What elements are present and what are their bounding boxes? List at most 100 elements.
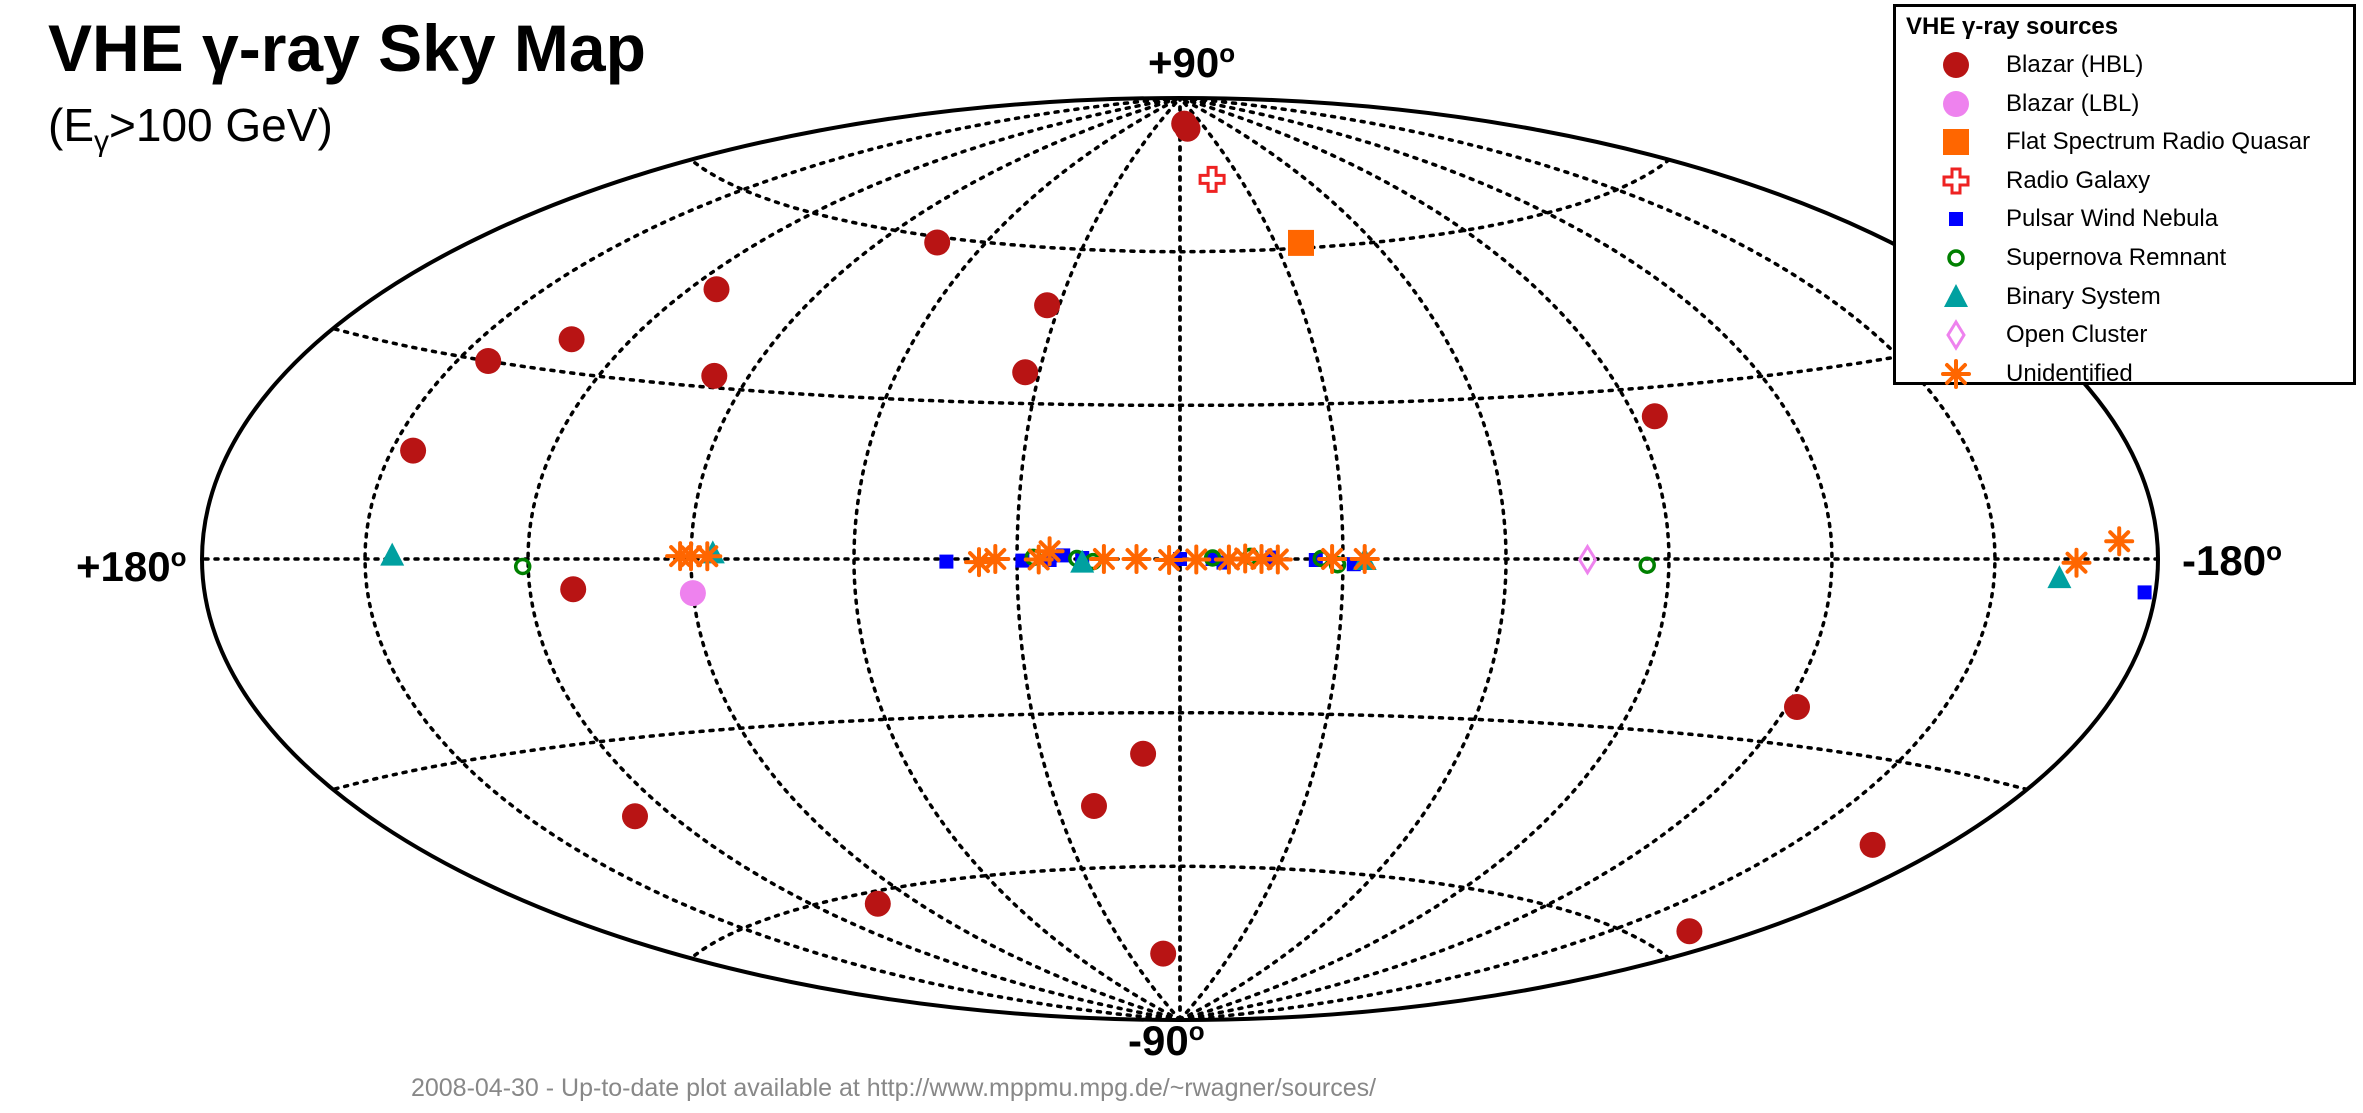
source-marker-circle xyxy=(703,276,730,303)
marker-circle xyxy=(1174,115,1201,142)
source-marker-asterisk xyxy=(1262,544,1293,575)
marker-asterisk xyxy=(1213,544,1244,575)
marker-ring xyxy=(1947,249,1965,267)
marker-asterisk xyxy=(1246,544,1277,574)
marker-asterisk xyxy=(1034,536,1065,567)
marker-diamond xyxy=(1946,319,1966,352)
marker-asterisk xyxy=(1154,545,1185,575)
source-marker-circle xyxy=(1034,292,1061,319)
source-marker-circle xyxy=(701,362,728,389)
marker-asterisk xyxy=(1023,544,1054,575)
marker-circle xyxy=(1081,793,1107,819)
source-marker-smallsquare xyxy=(939,554,954,569)
marker-circle xyxy=(1150,940,1177,967)
marker-asterisk xyxy=(1181,544,1212,575)
source-marker-circle xyxy=(622,803,648,830)
source-marker-asterisk xyxy=(1246,544,1277,574)
source-marker-square xyxy=(1943,129,1969,156)
legend-entry: Blazar (LBL) xyxy=(1896,84,2353,122)
source-marker-circle xyxy=(1012,359,1039,386)
legend-entry: Blazar (HBL) xyxy=(1896,45,2353,83)
marker-asterisk xyxy=(1088,544,1119,574)
source-marker-ring xyxy=(513,557,532,576)
marker-cross xyxy=(1942,167,1970,195)
source-marker-circle xyxy=(1943,52,1969,78)
marker-small-square xyxy=(939,554,954,569)
marker-asterisk xyxy=(1317,544,1348,574)
legend-label: Binary System xyxy=(2006,282,2161,310)
legend-entry: Radio Galaxy xyxy=(1896,161,2353,199)
source-marker-diamond xyxy=(1946,319,1966,352)
marker-triangle xyxy=(380,542,405,566)
legend-entry: Binary System xyxy=(1896,277,2353,315)
legend-entry: Unidentified xyxy=(1896,354,2353,392)
source-marker-asterisk xyxy=(1088,544,1119,574)
marker-asterisk xyxy=(1941,358,1971,389)
marker-small-square xyxy=(1949,212,1963,227)
legend-symbol-smallsquare xyxy=(1949,212,1963,227)
legend-symbol-circle xyxy=(1943,90,1969,117)
parallel-line xyxy=(331,710,2029,792)
source-marker-asterisk xyxy=(964,547,994,578)
source-marker-circle xyxy=(1859,831,1886,858)
marker-triangle xyxy=(1070,549,1095,573)
source-marker-asterisk xyxy=(1213,544,1244,575)
north-pole-label: +90o xyxy=(1148,38,1236,86)
parallel-line xyxy=(689,864,1671,960)
source-marker-smallsquare xyxy=(2137,585,2152,600)
legend-label: Open Cluster xyxy=(2006,321,2148,349)
source-marker-asterisk xyxy=(2104,526,2135,557)
source-marker-smallsquare xyxy=(1949,212,1963,227)
marker-square xyxy=(1288,229,1314,256)
marker-asterisk xyxy=(692,541,723,572)
legend: VHE γ-ray sources Blazar (HBL) Blazar (LB… xyxy=(1893,4,2356,389)
source-marker-triangle xyxy=(2047,565,2072,589)
legend-entry: Open Cluster xyxy=(1896,315,2353,353)
marker-circle xyxy=(475,348,502,374)
legend-symbol-square xyxy=(1943,129,1969,156)
source-marker-asterisk xyxy=(1121,544,1152,574)
parallel-line xyxy=(331,326,2029,408)
marker-circle xyxy=(1859,831,1886,858)
marker-circle xyxy=(1012,359,1039,386)
map-boundary xyxy=(200,96,2160,1022)
source-marker-circle xyxy=(400,437,427,464)
legend-symbol-circle xyxy=(1943,52,1969,78)
marker-circle xyxy=(560,576,587,603)
marker-asterisk xyxy=(1121,544,1152,574)
map-subtitle: (Eγ>100 GeV) xyxy=(48,99,333,159)
west-edge-label: -180o xyxy=(2182,536,2282,584)
source-marker-circle xyxy=(1174,115,1201,142)
marker-circle xyxy=(1034,292,1061,319)
marker-ring xyxy=(1638,556,1656,574)
source-marker-circle xyxy=(1081,793,1107,819)
legend-symbol-diamond xyxy=(1946,319,1966,352)
marker-asterisk xyxy=(980,544,1011,574)
marker-circle xyxy=(701,362,728,389)
parallel-line xyxy=(689,158,1671,254)
source-marker-circle xyxy=(1943,90,1969,117)
source-marker-asterisk xyxy=(1154,545,1185,575)
legend-label: Pulsar Wind Nebula xyxy=(2006,205,2219,233)
source-marker-triangle xyxy=(1070,549,1095,573)
marker-triangle xyxy=(2047,565,2072,589)
legend-symbol-asterisk xyxy=(1941,358,1971,389)
source-marker-asterisk xyxy=(1023,544,1054,575)
source-marker-asterisk xyxy=(980,544,1011,574)
legend-entry: Flat Spectrum Radio Quasar xyxy=(1896,122,2353,160)
source-marker-triangle xyxy=(1944,283,1968,307)
source-marker-circle xyxy=(1676,918,1703,945)
marker-asterisk xyxy=(1349,544,1380,574)
marker-small-square xyxy=(2137,585,2152,600)
east-edge-label: +180o xyxy=(76,542,187,590)
legend-symbol-ring xyxy=(1947,249,1965,267)
marker-triangle xyxy=(1944,283,1968,307)
marker-circle xyxy=(1641,403,1668,430)
source-marker-asterisk xyxy=(1181,544,1212,575)
source-marker-circle xyxy=(1641,403,1668,430)
legend-symbol-triangle xyxy=(1944,283,1968,307)
marker-asterisk xyxy=(2061,547,2092,578)
marker-asterisk xyxy=(2104,526,2135,557)
source-marker-circle xyxy=(1130,740,1157,767)
